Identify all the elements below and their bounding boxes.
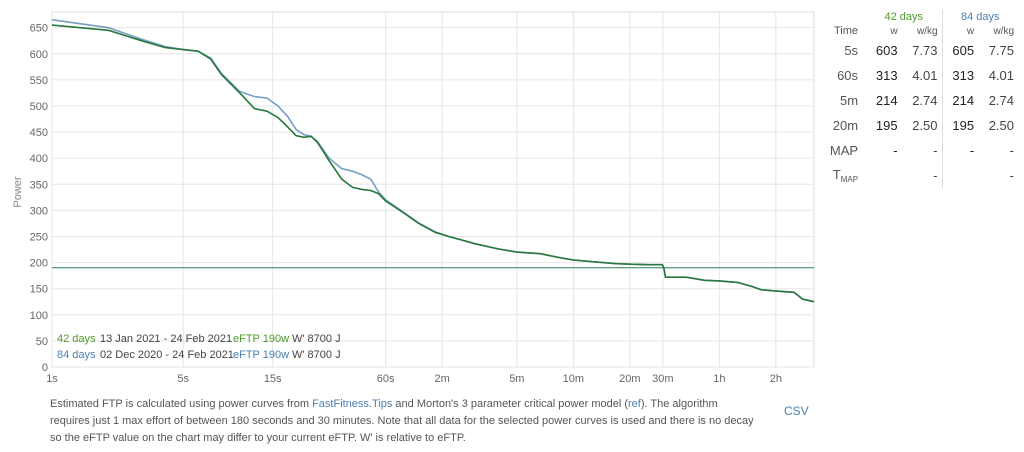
y-tick-label: 350	[30, 179, 48, 191]
table-row: 5s 603 7.73 605 7.75	[818, 38, 1018, 63]
row-label: 5s	[844, 43, 859, 58]
footnote: Estimated FTP is calculated using power …	[50, 396, 760, 447]
y-tick-label: 200	[30, 258, 48, 270]
wkg-42: -	[933, 168, 938, 183]
wkg-42: 2.50	[912, 118, 938, 133]
wkg-84: 2.74	[988, 93, 1014, 108]
group-header-84: 84 days	[941, 10, 1018, 24]
y-tick-label: 600	[30, 49, 48, 61]
x-tick-label: 30m	[652, 373, 673, 385]
legend-wprime: W' 8700 J	[292, 333, 341, 345]
table-row: TMAP - -	[818, 163, 1018, 188]
wkg-84: -	[1009, 143, 1014, 158]
y-tick-label: 0	[42, 362, 48, 374]
x-tick-label: 1s	[46, 373, 58, 385]
x-axis: 1s 5s 15s 60s 2m 5m 10m 20m 30m 1h 2h	[46, 373, 782, 385]
x-tick-label: 5m	[509, 373, 524, 385]
watts-42	[866, 163, 902, 188]
y-tick-label: 150	[30, 284, 48, 296]
watts-84: 195	[941, 113, 979, 138]
wkg-84: -	[1009, 168, 1014, 183]
y-tick-label: 650	[30, 23, 48, 35]
series-line	[51, 24, 815, 303]
fastfitness-link[interactable]: FastFitness.Tips	[312, 398, 393, 410]
table-row: MAP - - - -	[818, 138, 1018, 163]
legend-dates: 13 Jan 2021 - 24 Feb 2021	[100, 333, 232, 345]
footnote-text: ). The algorithm requires just 1 max eff…	[50, 398, 754, 444]
footnote-text: and Morton's 3 parameter critical power …	[392, 398, 628, 410]
table-row: 5m 214 2.74 214 2.74	[818, 88, 1018, 113]
legend-eftp: eFTP 190w	[233, 333, 289, 345]
footnote-text: Estimated FTP is calculated using power …	[50, 398, 313, 410]
x-tick-label: 10m	[563, 373, 584, 385]
group-header-42: 42 days	[884, 11, 924, 23]
watts-42: 195	[875, 118, 898, 133]
series-line	[51, 19, 815, 303]
legend-name: 42 days	[57, 333, 96, 345]
row-label: 20m	[832, 118, 859, 133]
row-label: TMAP	[818, 163, 866, 188]
wkg-42: 7.73	[912, 43, 938, 58]
wkg-84: 4.01	[988, 68, 1014, 83]
x-tick-label: 20m	[619, 373, 640, 385]
y-tick-label: 500	[30, 101, 48, 113]
table-row: 60s 313 4.01 313 4.01	[818, 63, 1018, 88]
watts-84	[941, 163, 979, 188]
wkg-42: -	[933, 143, 938, 158]
row-label: 60s	[837, 68, 859, 83]
unit-w-42: w	[890, 25, 898, 37]
wkg-42: 2.74	[912, 93, 938, 108]
y-tick-label: 50	[36, 336, 48, 348]
tmap-label: T	[832, 167, 841, 182]
x-tick-label: 60s	[377, 373, 395, 385]
wkg-84: 7.75	[988, 43, 1014, 58]
power-table: 42 days 84 days Time w w/kg w w/kg 5s 60…	[818, 10, 1018, 188]
unit-wkg-42: w/kg	[916, 25, 938, 37]
series-lines	[51, 19, 815, 303]
x-tick-label: 2h	[770, 373, 782, 385]
watts-84: 313	[941, 63, 979, 88]
chart-legend: 42 days 13 Jan 2021 - 24 Feb 2021 eFTP 190…	[57, 333, 341, 361]
x-tick-label: 1h	[713, 373, 725, 385]
watts-42: 313	[875, 68, 898, 83]
unit-wkg-84: w/kg	[993, 25, 1014, 37]
watts-42: 214	[875, 93, 898, 108]
x-tick-label: 2m	[435, 373, 450, 385]
row-label: 5m	[839, 93, 859, 108]
csv-download-link[interactable]: CSV	[784, 404, 809, 418]
y-tick-label: 450	[30, 127, 48, 139]
x-tick-label: 5s	[177, 373, 189, 385]
tmap-subscript: MAP	[840, 175, 859, 184]
y-tick-label: 100	[30, 310, 48, 322]
y-axis: 0 50 100 150 200 250 300 350 400 450 500 550 600 650	[30, 23, 48, 374]
time-header: Time	[834, 25, 859, 37]
watts-84: -	[941, 138, 979, 163]
legend-wprime: W' 8700 J	[292, 349, 341, 361]
y-tick-label: 250	[30, 231, 48, 243]
legend-eftp: eFTP 190w	[233, 349, 289, 361]
power-curve-chart: 050100150200250300350400450500550600650 …	[12, 11, 815, 385]
table-row: 20m 195 2.50 195 2.50	[818, 113, 1018, 138]
unit-w-84: w	[941, 24, 979, 38]
ref-link[interactable]: ref	[628, 398, 641, 410]
watts-42: 603	[875, 43, 898, 58]
watts-42: -	[893, 143, 898, 158]
watts-84: 214	[941, 88, 979, 113]
y-tick-label: 400	[30, 153, 48, 165]
series-line-overlap	[51, 24, 815, 303]
chart-grid	[51, 11, 815, 368]
wkg-84: 2.50	[988, 118, 1014, 133]
x-tick-label: 15s	[264, 373, 282, 385]
legend-dates: 02 Dec 2020 - 24 Feb 2021	[100, 349, 234, 361]
y-axis-label: Power	[12, 176, 24, 208]
y-tick-label: 300	[30, 205, 48, 217]
y-tick-label: 550	[30, 75, 48, 87]
row-label: MAP	[829, 143, 859, 158]
legend-name: 84 days	[57, 349, 96, 361]
watts-84: 605	[941, 38, 979, 63]
plot-frame	[51, 11, 815, 368]
wkg-42: 4.01	[912, 68, 938, 83]
